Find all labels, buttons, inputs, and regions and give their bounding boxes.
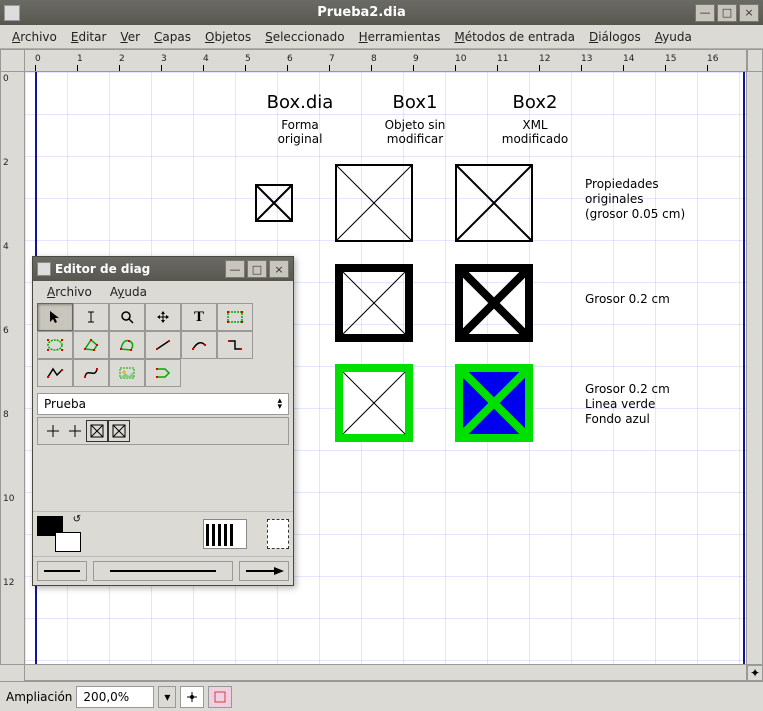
tool-grid: T <box>33 303 293 387</box>
row-label: Grosor 0.2 cm <box>585 292 670 306</box>
ruler-corner <box>0 49 24 71</box>
arrow-start[interactable] <box>37 561 87 581</box>
menu-objetos[interactable]: Objetos <box>199 28 257 46</box>
menu-diálogos[interactable]: Diálogos <box>583 28 647 46</box>
snap-grid-button[interactable] <box>180 686 204 708</box>
line-style-preview[interactable] <box>267 519 289 549</box>
tool-outline[interactable] <box>145 359 181 387</box>
menubar: ArchivoEditarVerCapasObjetosSeleccionado… <box>0 25 763 49</box>
row-label: Linea verde <box>585 397 655 411</box>
swap-colors-icon[interactable]: ↺ <box>73 514 81 525</box>
sheet-selector[interactable]: Prueba ▴▾ <box>37 393 289 415</box>
tool-scroll[interactable] <box>145 303 181 331</box>
row-label: Grosor 0.2 cm <box>585 382 670 396</box>
row-label: originales <box>585 192 644 206</box>
zoom-input[interactable]: 200,0% <box>76 686 154 708</box>
column-header: Box1 <box>365 92 465 113</box>
arrow-end[interactable] <box>239 561 289 581</box>
snap-object-button[interactable] <box>208 686 232 708</box>
tool-line[interactable] <box>145 331 181 359</box>
menu-seleccionado[interactable]: Seleccionado <box>259 28 351 46</box>
column-header: Box.dia <box>250 92 350 113</box>
menu-ayuda[interactable]: Ayuda <box>649 28 698 46</box>
shape-1[interactable] <box>42 420 64 442</box>
shape-4[interactable] <box>108 420 130 442</box>
zoom-label: Ampliación <box>6 690 72 704</box>
line-width-preview[interactable] <box>203 519 247 549</box>
shape-3[interactable] <box>86 420 108 442</box>
line-style[interactable] <box>93 561 233 581</box>
toolbox-maximize-button[interactable]: □ <box>247 260 267 278</box>
tool-beziergon[interactable] <box>109 331 145 359</box>
column-subtitle: modificar <box>365 132 465 146</box>
column-subtitle: XML <box>485 118 585 132</box>
titlebar: Prueba2.dia — □ × <box>0 0 763 25</box>
box-r1-c2[interactable] <box>455 164 533 245</box>
toolbox-close-button[interactable]: × <box>269 260 289 278</box>
app-icon <box>4 5 20 21</box>
shape-2[interactable] <box>64 420 86 442</box>
color-controls: ↺ <box>33 511 293 556</box>
arrow-controls <box>33 556 293 585</box>
toolbox-menu-archivo[interactable]: Archivo <box>41 283 98 301</box>
tool-polyline[interactable] <box>37 359 73 387</box>
zoom-dropdown[interactable]: ▾ <box>158 686 176 708</box>
tool-image[interactable] <box>109 359 145 387</box>
dropdown-icon: ▴▾ <box>277 398 282 410</box>
maximize-button[interactable]: □ <box>717 4 737 22</box>
toolbox-titlebar: Editor de diag — □ × <box>33 257 293 281</box>
tool-arc[interactable] <box>181 331 217 359</box>
box-r2-c2[interactable] <box>455 264 533 345</box>
tool-zoom[interactable] <box>109 303 145 331</box>
sheet-name: Prueba <box>44 397 86 411</box>
tool-text[interactable]: T <box>181 303 217 331</box>
box-r3-c2[interactable] <box>455 364 533 445</box>
menu-métodos de entrada[interactable]: Métodos de entrada <box>448 28 581 46</box>
tool-pointer[interactable] <box>37 303 73 331</box>
shape-palette <box>37 417 289 445</box>
close-button[interactable]: × <box>739 4 759 22</box>
tool-polygon[interactable] <box>73 331 109 359</box>
column-header: Box2 <box>485 92 585 113</box>
scrollbar-horizontal[interactable] <box>24 665 747 681</box>
tool-text-cursor[interactable] <box>73 303 109 331</box>
column-subtitle: Objeto sin <box>365 118 465 132</box>
toolbox-minimize-button[interactable]: — <box>225 260 245 278</box>
column-subtitle: Forma <box>250 118 350 132</box>
nav-button[interactable]: ✦ <box>747 665 763 681</box>
background-color[interactable] <box>55 532 81 552</box>
toolbox-icon <box>37 262 51 276</box>
color-swatch[interactable]: ↺ <box>37 516 81 552</box>
column-subtitle: modificado <box>485 132 585 146</box>
toolbox-title: Editor de diag <box>51 262 225 276</box>
scrollbar-vertical[interactable] <box>747 71 763 665</box>
box-original[interactable] <box>255 184 293 225</box>
row-label: (grosor 0.05 cm) <box>585 207 685 221</box>
column-subtitle: original <box>250 132 350 146</box>
ruler-horizontal: 012345678910111213141516 <box>24 49 747 71</box>
row-label: Propiedades <box>585 177 659 191</box>
window-title: Prueba2.dia <box>28 5 695 20</box>
toolbox-window: Editor de diag — □ × Archivo Ayuda T <box>32 256 294 586</box>
box-r1-c1[interactable] <box>335 164 413 245</box>
box-r2-c1[interactable] <box>335 264 413 345</box>
menu-editar[interactable]: Editar <box>65 28 113 46</box>
tool-box[interactable] <box>217 303 253 331</box>
menu-ver[interactable]: Ver <box>114 28 146 46</box>
menu-capas[interactable]: Capas <box>148 28 197 46</box>
menu-herramientas[interactable]: Herramientas <box>353 28 447 46</box>
minimize-button[interactable]: — <box>695 4 715 22</box>
statusbar: Ampliación 200,0% ▾ <box>0 681 763 711</box>
tool-bezier[interactable] <box>73 359 109 387</box>
menu-archivo[interactable]: Archivo <box>6 28 63 46</box>
tool-zigzag[interactable] <box>217 331 253 359</box>
ruler-vertical: 024681012 <box>0 71 24 665</box>
tool-ellipse[interactable] <box>37 331 73 359</box>
row-label: Fondo azul <box>585 412 650 426</box>
box-r3-c1[interactable] <box>335 364 413 445</box>
toolbox-menu-ayuda[interactable]: Ayuda <box>104 283 153 301</box>
toolbox-menubar: Archivo Ayuda <box>33 281 293 303</box>
